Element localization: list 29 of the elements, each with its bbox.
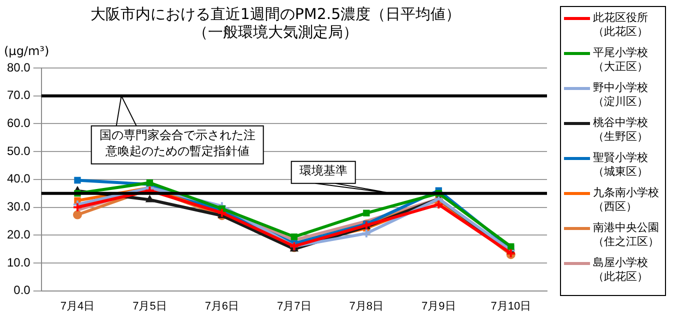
y-tick-label: 50.0 [6,144,31,158]
legend-label: 此花区役所（此花区） [593,11,649,39]
y-tick-label: 10.0 [6,255,31,270]
chart-subtitle: （一般環境大気測定局） [193,22,358,41]
ref-line-label: 環境基準 [299,163,348,178]
legend-label: 桃谷中学校（生野区） [593,116,649,144]
legend-label: 南港中央公園（住之江区） [593,221,660,249]
y-tick-label: 60.0 [6,116,31,130]
x-tick-label: 7月10日 [490,300,532,312]
y-tick-label: 80.0 [6,60,31,74]
x-tick-label: 7月6日 [204,300,240,312]
y-tick-label: 70.0 [6,88,31,102]
chart-title: 大阪市内における直近1週間のPM2.5濃度（日平均値） [90,4,461,23]
legend-label: 平尾小学校（大正区） [593,46,649,74]
legend-label: 野中小学校（淀川区） [593,81,649,109]
x-tick-label: 7月5日 [132,300,167,312]
x-tick-label: 7月9日 [422,300,456,312]
ref-line-label: 国の専門家会合で示された注意喚起のための暫定指針値 [99,128,256,158]
legend-label: 聖賢小学校（城東区） [593,151,649,179]
y-tick-label: 40.0 [6,172,31,186]
legend-label: 九条南小学校（西区） [593,186,660,214]
legend-label: 島屋小学校（此花区） [593,256,649,284]
x-tick-label: 7月7日 [277,300,312,312]
x-tick-label: 7月8日 [349,300,384,312]
y-axis-title: (μg/m³) [4,44,50,58]
x-tick-label: 7月4日 [60,300,95,312]
y-tick-label: 20.0 [6,227,31,242]
y-tick-label: 0.0 [14,283,31,298]
y-tick-label: 30.0 [6,200,31,214]
